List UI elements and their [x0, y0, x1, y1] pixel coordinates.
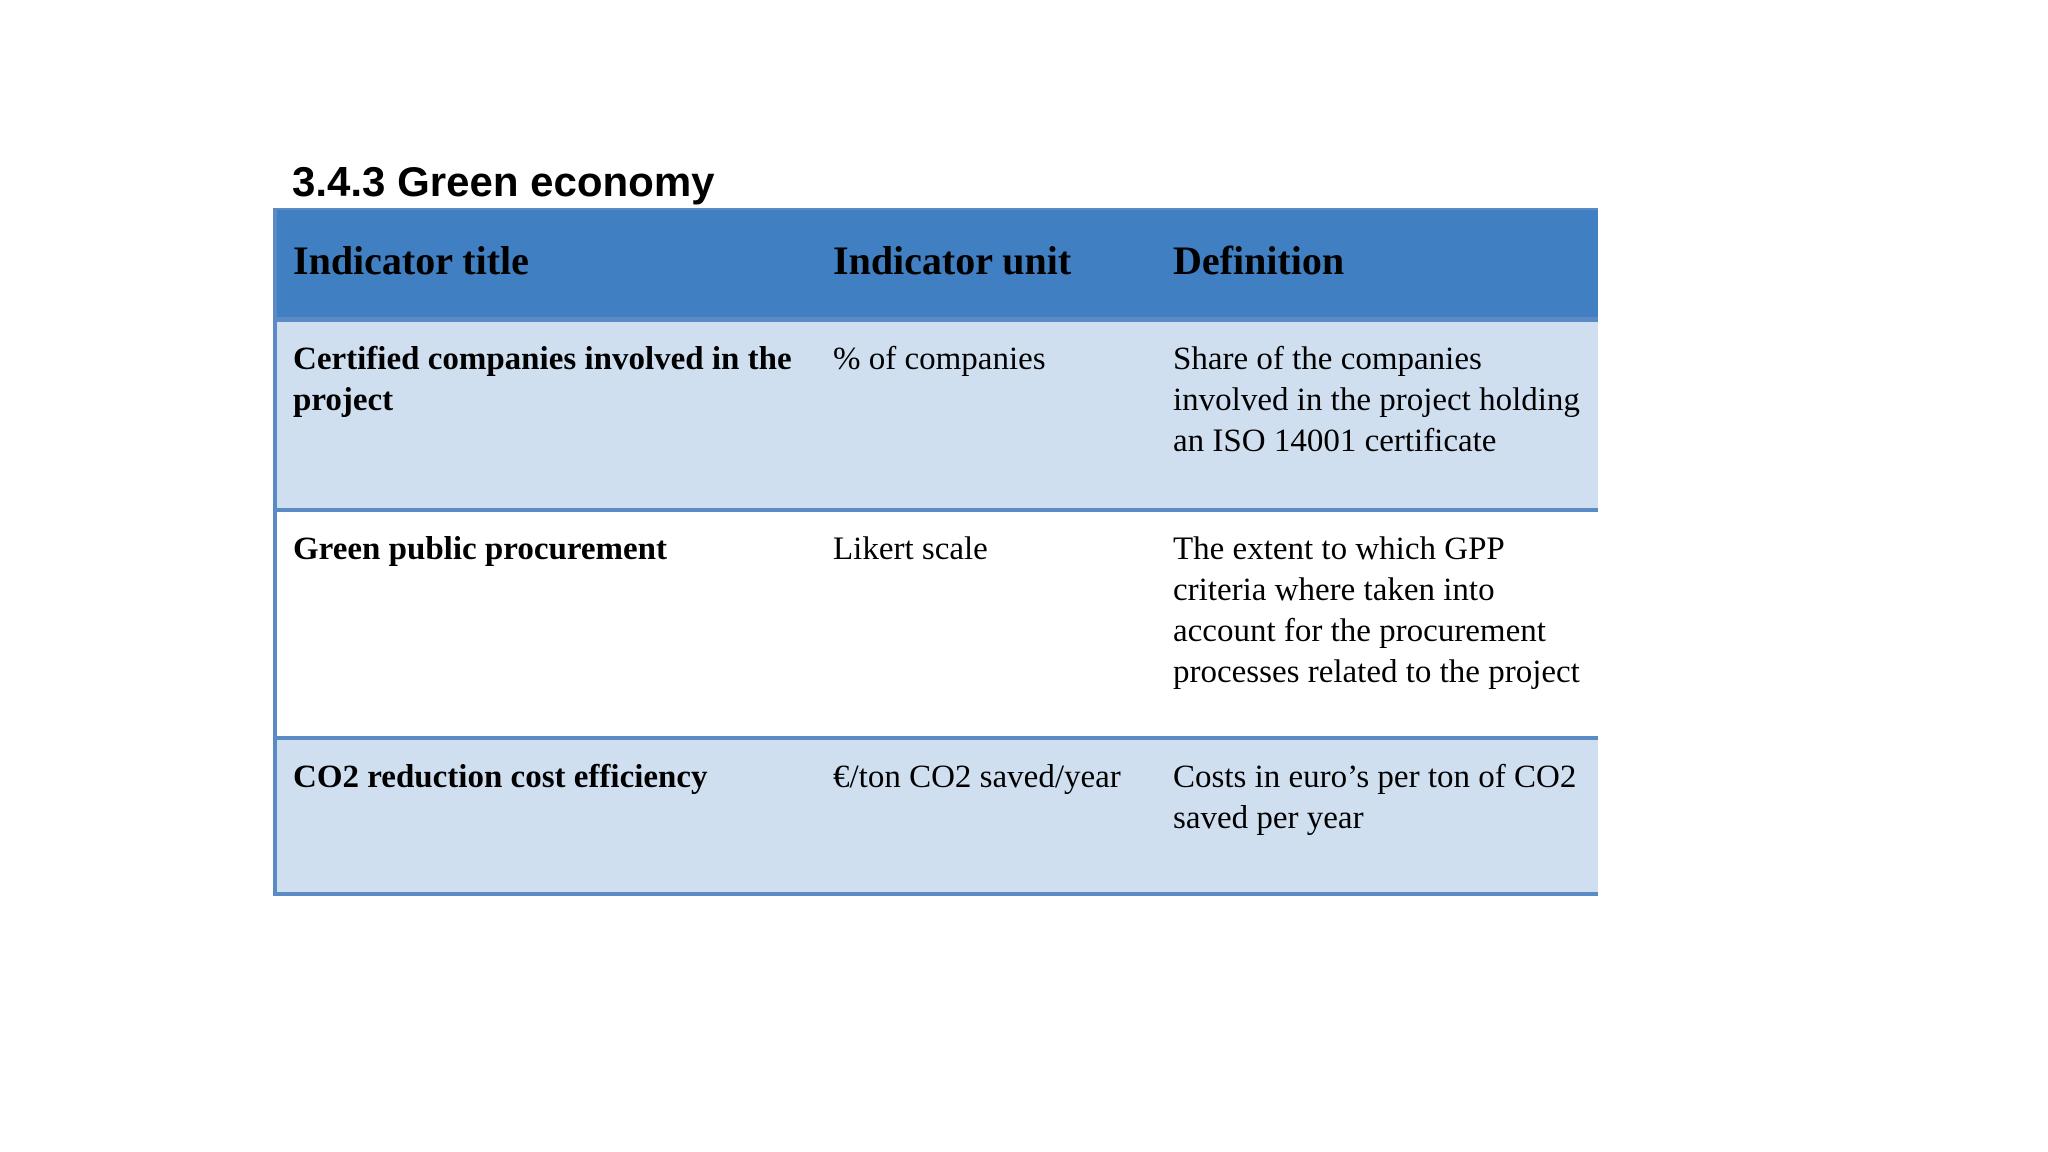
- definition-cell: Share of the companies involved in the p…: [1173, 341, 1580, 459]
- table-header-row: Indicator title Indicator unit Definitio…: [277, 208, 1598, 322]
- indicator-title-cell: Certified companies involved in the proj…: [293, 341, 792, 418]
- definition-cell: The extent to which GPP criteria where t…: [1173, 531, 1580, 690]
- indicator-unit-cell: €/ton CO2 saved/year: [833, 759, 1121, 795]
- indicator-unit-cell: Likert scale: [833, 531, 988, 567]
- indicator-title-cell: CO2 reduction cost efficiency: [293, 759, 708, 795]
- indicator-table: Indicator title Indicator unit Definitio…: [273, 208, 1598, 896]
- table-row: CO2 reduction cost efficiency €/ton CO2 …: [277, 740, 1598, 896]
- indicator-unit-cell: % of companies: [833, 341, 1046, 377]
- table-row: Green public procurement Likert scale Th…: [277, 512, 1598, 740]
- section-heading: 3.4.3 Green economy: [292, 158, 715, 205]
- header-indicator-title: Indicator title: [293, 238, 529, 283]
- definition-cell: Costs in euro’s per ton of CO2 saved per…: [1173, 759, 1577, 836]
- header-indicator-unit: Indicator unit: [833, 238, 1072, 283]
- indicator-title-cell: Green public procurement: [293, 531, 667, 567]
- table-row: Certified companies involved in the proj…: [277, 322, 1598, 512]
- header-definition: Definition: [1173, 238, 1345, 283]
